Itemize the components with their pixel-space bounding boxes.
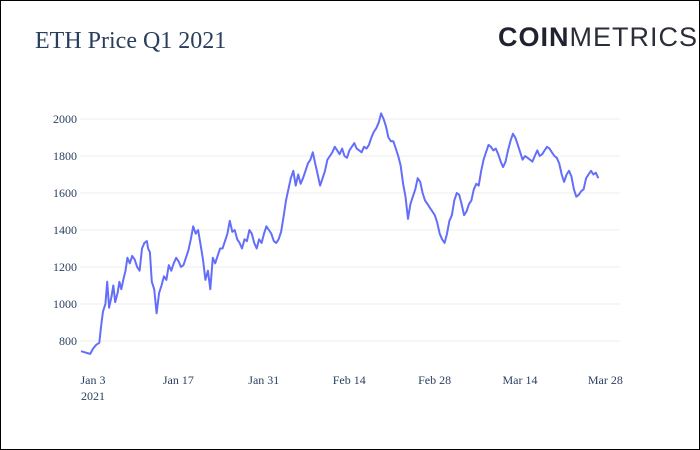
x-tick-label: Jan 3 bbox=[81, 373, 106, 387]
eth-price-line bbox=[80, 112, 600, 355]
logo-bold-text: COIN bbox=[498, 22, 570, 52]
x-axis-ticks: Jan 3 2021 Jan 17 Jan 31 Feb 14 Feb 28 Mar 14 M… bbox=[81, 373, 623, 403]
logo-light-text: METRICS bbox=[569, 22, 698, 52]
y-tick-label: 800 bbox=[59, 334, 77, 348]
x-tick-year: 2021 bbox=[81, 389, 105, 403]
x-tick-label: Jan 17 bbox=[163, 373, 194, 387]
y-axis-ticks: 800 1000 1200 1400 1600 1800 2000 bbox=[53, 112, 77, 348]
x-tick-label: Feb 14 bbox=[333, 373, 366, 387]
y-tick-label: 1800 bbox=[53, 149, 77, 163]
x-tick-label: Jan 31 bbox=[248, 373, 279, 387]
x-tick-label: Mar 14 bbox=[503, 373, 538, 387]
chart-title: ETH Price Q1 2021 bbox=[35, 28, 227, 54]
y-tick-label: 1400 bbox=[53, 223, 77, 237]
x-tick-label: Mar 28 bbox=[588, 373, 623, 387]
y-tick-label: 2000 bbox=[53, 112, 77, 126]
x-tick-label: Feb 28 bbox=[418, 373, 451, 387]
y-tick-label: 1200 bbox=[53, 260, 77, 274]
coinmetrics-logo: COINMETRICS bbox=[498, 22, 698, 53]
y-tick-label: 1000 bbox=[53, 297, 77, 311]
y-tick-label: 1600 bbox=[53, 186, 77, 200]
